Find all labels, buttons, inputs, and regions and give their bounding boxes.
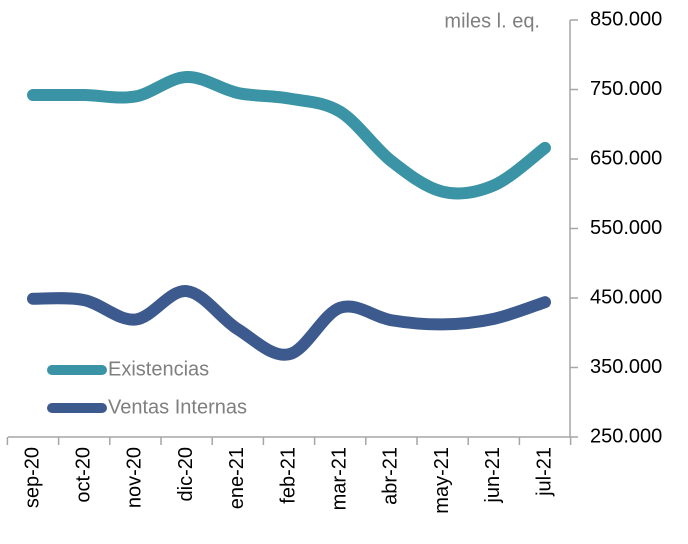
y-tick-label: 450.000 bbox=[590, 286, 662, 308]
x-tick-label: sep-20 bbox=[21, 447, 43, 508]
x-tick-label: mar-21 bbox=[328, 447, 350, 510]
legend-label: Ventas Internas bbox=[108, 396, 247, 418]
x-tick-label: jul-21 bbox=[533, 447, 555, 497]
x-tick-label: dic-20 bbox=[175, 447, 197, 501]
y-tick-label: 250.000 bbox=[590, 425, 662, 447]
x-tick-label: jun-21 bbox=[482, 447, 504, 504]
x-tick-label: abr-21 bbox=[380, 447, 402, 505]
series-line bbox=[27, 70, 551, 200]
y-tick-label: 650.000 bbox=[590, 147, 662, 169]
y-tick-label: 350.000 bbox=[590, 356, 662, 378]
unit-label: miles l. eq. bbox=[444, 10, 540, 32]
x-tick-label: may-21 bbox=[431, 447, 453, 514]
y-tick-label: 750.000 bbox=[590, 78, 662, 100]
x-tick-label: nov-20 bbox=[124, 447, 146, 508]
x-tick-label: ene-21 bbox=[226, 447, 248, 509]
x-tick-label: oct-20 bbox=[72, 447, 94, 503]
legend-label: Existencias bbox=[108, 358, 209, 380]
y-tick-label: 850.000 bbox=[590, 8, 662, 30]
series-line bbox=[27, 285, 551, 361]
x-tick-label: feb-21 bbox=[277, 447, 299, 504]
y-tick-label: 550.000 bbox=[590, 217, 662, 239]
